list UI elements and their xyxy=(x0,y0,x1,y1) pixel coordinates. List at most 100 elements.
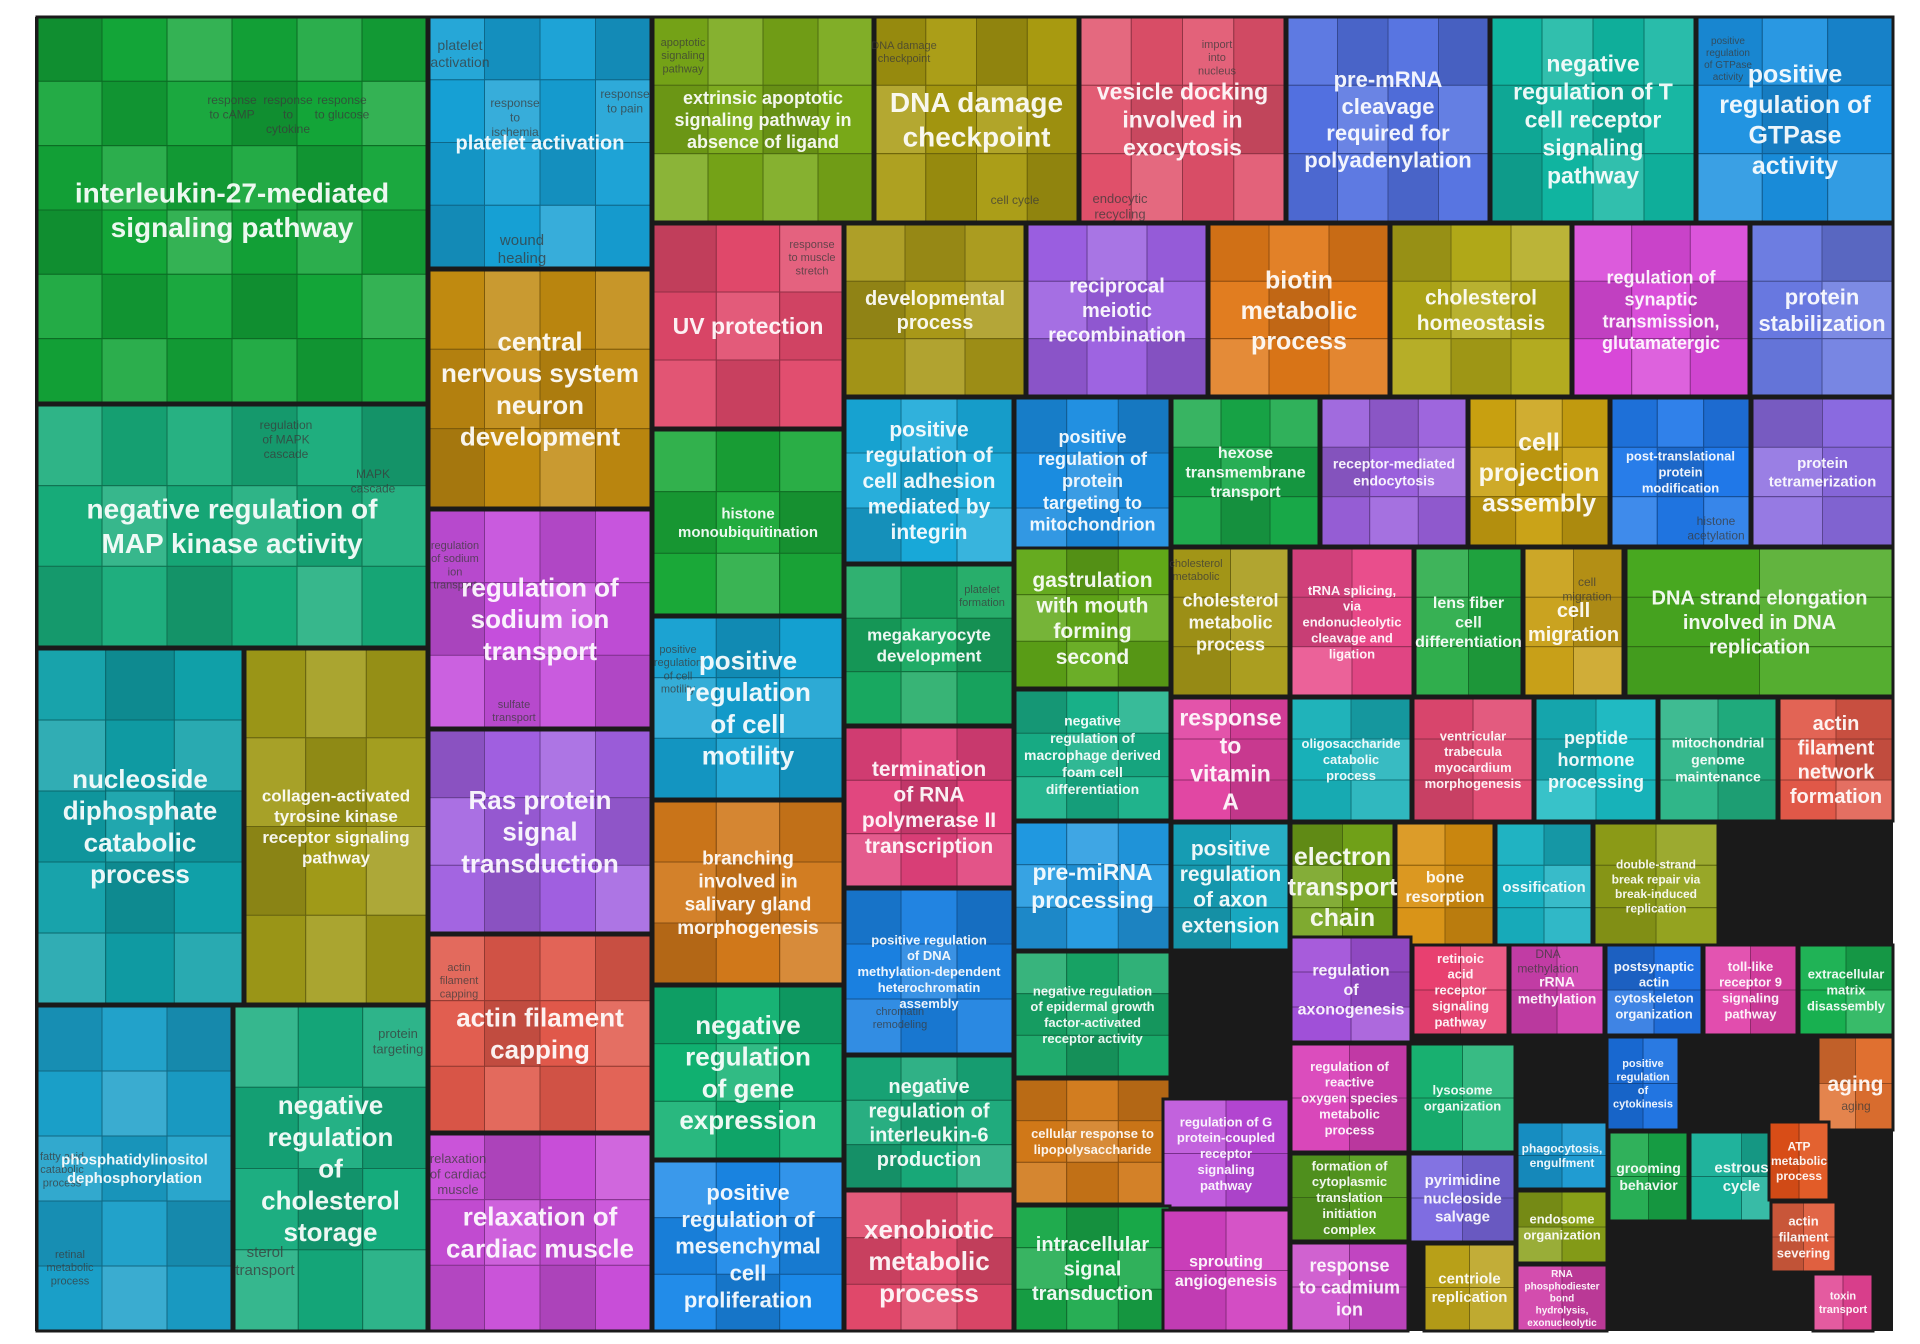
term-tile xyxy=(1337,16,1389,86)
term-tile xyxy=(1438,84,1490,155)
term-tile xyxy=(1014,547,1068,596)
term-tile xyxy=(715,552,781,616)
group-label-positive-regulation-of-axon-extension: positive regulation of axon extension xyxy=(1180,837,1282,937)
term-tile xyxy=(1417,446,1468,498)
term-tile xyxy=(1798,1160,1830,1201)
term-tile xyxy=(652,1217,717,1275)
labels-layer: interleukin-27-mediated signaling pathway… xyxy=(61,50,1886,1328)
term-tile xyxy=(36,145,103,211)
term-tile xyxy=(296,209,363,275)
group-border xyxy=(843,887,1015,1056)
term-tile xyxy=(166,485,233,567)
term-tile xyxy=(361,209,428,275)
group-label-pre-mrna-cleavage-required-for-polyadenylation: pre-mRNA cleavage required for polyadenylat… xyxy=(1304,67,1471,173)
term-tile xyxy=(1268,280,1330,340)
group-label-negative-regulation-of-macrophage-derived-foam-cell-differentiation: negative regulation of macrophage derived f… xyxy=(1024,713,1161,797)
term-tile xyxy=(1328,338,1390,397)
term-tile xyxy=(428,1000,485,1067)
group-label-cell-projection-assembly: cell projection assembly xyxy=(1479,428,1600,517)
group-border xyxy=(651,615,845,801)
term-tile xyxy=(976,16,1028,86)
term-tile xyxy=(1750,223,1823,282)
term-tile xyxy=(1268,338,1330,397)
term-tile xyxy=(1656,397,1705,448)
group-border xyxy=(1767,1120,1831,1202)
term-tile xyxy=(1642,1083,1680,1131)
term-tile xyxy=(1230,822,1290,866)
term-tile xyxy=(1350,779,1412,822)
term-tile xyxy=(652,223,717,293)
term-tile xyxy=(956,943,1014,1000)
term-tile xyxy=(1468,547,1523,598)
term-label-sterol-transport: sterol transport xyxy=(235,1244,295,1279)
term-tile xyxy=(1821,280,1894,340)
term-tile xyxy=(1696,84,1763,155)
group-label-peptide-hormone-processing: peptide hormone processing xyxy=(1548,728,1644,792)
term-tile xyxy=(1066,1205,1119,1249)
group-label-aging: aging xyxy=(1828,1073,1884,1096)
term-tile xyxy=(817,16,874,86)
group-label-biotin-metabolic-process: biotin metabolic process xyxy=(1241,266,1358,355)
term-tile xyxy=(1395,864,1446,909)
term-tile xyxy=(365,648,428,739)
group-label-mitochondrial-genome-maintenance: mitochondrial genome maintenance xyxy=(1672,734,1765,784)
term-tile xyxy=(1412,697,1474,740)
term-tile xyxy=(779,677,844,739)
group-border xyxy=(427,728,653,935)
term-tile xyxy=(484,1000,541,1067)
group-label-positive-regulation-of-dna-methylation-dependent-heterochromatin-assembly: positive regulation of DNA methylation-dep… xyxy=(857,932,1001,1010)
group-label-negative-regulation-of-interleukin-6-production: negative regulation of interleukin-6 produc… xyxy=(868,1076,989,1171)
group-label-extrinsic-apoptotic-signaling-pathway-in-absence-of-ligand: extrinsic apoptotic signaling pathway in a… xyxy=(674,88,851,152)
group-border xyxy=(1078,15,1287,224)
term-tile xyxy=(1556,989,1605,1036)
group-label-rrna-methylation: rRNA methylation xyxy=(1518,973,1597,1006)
term-tile xyxy=(231,338,298,404)
group-label-negative-regulation-of-cholesterol-storage: negative regulation of cholesterol storage xyxy=(261,1090,400,1247)
term-tile xyxy=(1130,84,1184,155)
term-tile xyxy=(1495,907,1545,951)
term-tile xyxy=(844,397,902,454)
term-tile xyxy=(844,1283,902,1332)
group-label-vesicle-docking-involved-in-exocytosis: vesicle docking involved in exocytosis xyxy=(1097,78,1268,160)
term-tile xyxy=(900,564,958,619)
term-tile xyxy=(707,84,764,155)
term-label-import-into-nucleus: import into nucleus xyxy=(1198,39,1236,77)
term-tile xyxy=(539,1264,596,1332)
group-border xyxy=(1749,222,1895,398)
term-tile xyxy=(1450,338,1512,397)
term-tile xyxy=(484,797,541,866)
term-label-response-to-camp: response to cAMP xyxy=(207,93,257,121)
term-tile xyxy=(1290,738,1352,781)
group-border xyxy=(1607,1130,1690,1223)
group-border xyxy=(843,563,1015,727)
term-tile xyxy=(1171,496,1222,547)
term-tile xyxy=(595,1264,652,1332)
term-tile xyxy=(539,428,596,509)
term-tile xyxy=(484,79,541,144)
group-border xyxy=(1750,396,1895,548)
term-tile xyxy=(361,16,428,82)
term-tile xyxy=(36,790,107,863)
term-tile xyxy=(1827,84,1894,155)
term-tile xyxy=(297,1249,364,1332)
term-tile xyxy=(1225,1098,1290,1154)
term-tile xyxy=(1290,779,1352,822)
group-label-regulation-of-synaptic-transmission-glutamatergic: regulation of synaptic transmission, glutam… xyxy=(1602,267,1720,353)
term-tile xyxy=(1162,1098,1227,1154)
term-tile xyxy=(244,914,307,1005)
term-tile xyxy=(1835,738,1894,781)
term-tile xyxy=(484,16,541,81)
group-label-central-nervous-system-neuron-development: central nervous system neuron development xyxy=(441,327,639,452)
term-label-relaxation-of-cardiac-muscle: relaxation of cardiac muscle xyxy=(430,1151,487,1197)
group-border xyxy=(1170,396,1321,548)
term-tile xyxy=(1290,936,1352,973)
term-tile xyxy=(1290,1043,1350,1099)
term-tile xyxy=(166,1200,233,1267)
term-tile xyxy=(1450,223,1512,282)
term-tile xyxy=(484,509,541,584)
term-tile xyxy=(1230,738,1290,781)
term-tile xyxy=(652,153,709,223)
term-tile xyxy=(1610,397,1658,448)
term-tile xyxy=(1066,732,1119,778)
